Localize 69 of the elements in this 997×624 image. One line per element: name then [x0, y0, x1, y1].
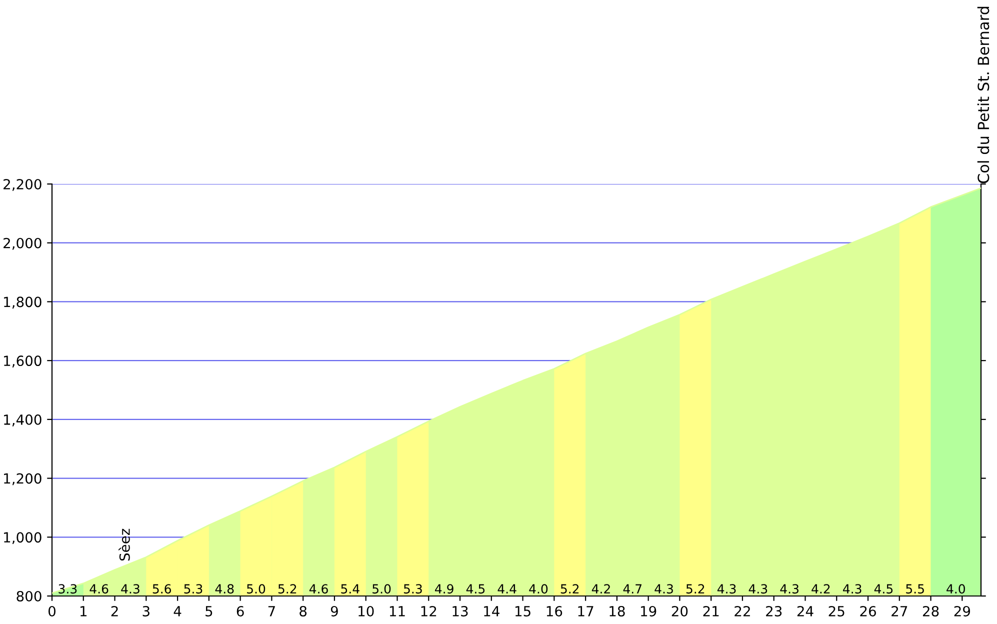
annotation: 4.7 [623, 584, 642, 594]
annotation: 4.3 [654, 584, 673, 594]
x-tick-label: 0 [48, 606, 56, 616]
y-tick-label: 1,600 [4, 356, 42, 368]
x-tick-label: 7 [268, 606, 275, 616]
annotation: 4.2 [592, 584, 610, 594]
y-tick-label: 1,800 [4, 296, 42, 309]
x-tick-label: 26 [860, 606, 876, 616]
annotation: 4.0 [529, 584, 548, 594]
y-tick-label: 2,200 [4, 178, 42, 191]
x-tick-label: 11 [390, 606, 405, 616]
annotation: 5.0 [247, 584, 266, 594]
x-tick-label: 15 [515, 606, 530, 616]
annotation: 5.3 [184, 584, 202, 594]
x-tick-label: 27 [892, 606, 908, 616]
annotation: 3.3 [58, 584, 77, 594]
x-tick-label: 25 [828, 606, 844, 616]
y-tick-label: 1,000 [4, 532, 42, 544]
x-tick-label: 20 [672, 606, 688, 616]
annotation: 4.3 [121, 584, 140, 594]
y-tick-label: 2,000 [4, 238, 42, 250]
annotation: Sèez [118, 528, 130, 561]
x-tick-label: 19 [641, 606, 656, 616]
x-tick-label: 16 [546, 606, 562, 616]
x-tick-label: 28 [922, 606, 939, 616]
annotation: Col du Petit St. Bernard [977, 6, 990, 184]
x-tick-label: 8 [300, 606, 307, 616]
annotation: 4.9 [434, 584, 454, 594]
annotation: 4.2 [812, 584, 830, 594]
annotation: 4.5 [466, 584, 485, 594]
x-tick-label: 3 [142, 606, 150, 616]
annotation: 4.5 [874, 584, 893, 594]
annotation: 4.3 [748, 584, 768, 594]
x-tick-label: 1 [80, 606, 87, 616]
annotation: 4.6 [309, 584, 328, 594]
x-tick-label: 18 [610, 606, 625, 616]
x-tick-label: 6 [236, 606, 244, 616]
annotation: 5.3 [404, 584, 422, 594]
annotation: 4.8 [215, 584, 234, 594]
y-tick-label: 800 [16, 590, 42, 602]
annotation: 4.3 [842, 584, 862, 594]
x-tick-label: 21 [703, 606, 719, 616]
annotation: 5.2 [278, 584, 296, 594]
x-tick-label: 4 [174, 606, 182, 616]
x-tick-label: 9 [330, 606, 338, 616]
x-tick-label: 10 [358, 606, 374, 616]
annotation: 5.2 [686, 584, 704, 594]
annotation: 5.2 [560, 584, 579, 594]
annotation: 4.3 [780, 584, 798, 594]
annotation: 4.4 [498, 584, 516, 594]
annotation: 5.6 [152, 584, 171, 594]
x-tick-label: 17 [578, 606, 594, 616]
x-tick-label: 29 [954, 606, 970, 616]
y-tick-label: 1,200 [4, 473, 42, 486]
annotation: 5.5 [906, 584, 924, 594]
y-tick-label: 1,400 [4, 414, 42, 426]
x-tick-label: 23 [766, 606, 782, 616]
x-tick-label: 14 [484, 606, 500, 616]
x-tick-label: 22 [734, 606, 750, 616]
annotation: 5.4 [341, 584, 360, 594]
x-tick-label: 5 [206, 606, 212, 616]
x-tick-label: 12 [421, 606, 436, 616]
annotation: 4.0 [946, 584, 965, 594]
x-tick-label: 2 [111, 606, 118, 616]
annotation: 5.0 [372, 584, 391, 594]
x-tick-label: 13 [452, 606, 468, 616]
x-tick-label: 24 [797, 606, 814, 616]
annotation: 4.3 [717, 584, 736, 594]
annotation: 4.6 [90, 584, 108, 594]
